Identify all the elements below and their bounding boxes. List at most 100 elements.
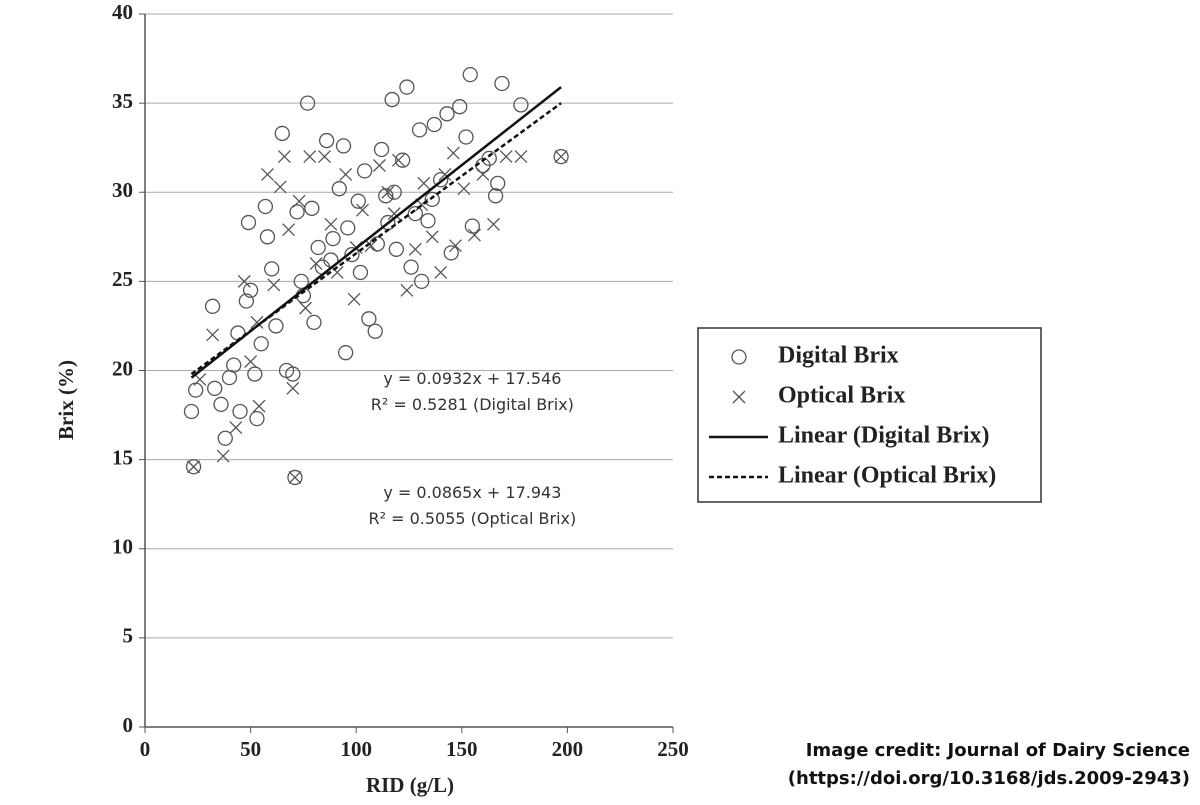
point <box>388 241 404 257</box>
point <box>226 357 242 373</box>
point <box>347 292 361 306</box>
y-tick-label: 35 <box>112 89 133 113</box>
point <box>439 106 455 122</box>
point <box>350 193 366 209</box>
point <box>426 116 442 133</box>
point <box>462 66 478 83</box>
point <box>289 204 305 220</box>
y-tick-label: 0 <box>123 713 134 737</box>
point <box>309 257 323 271</box>
point <box>399 79 415 95</box>
point <box>335 138 352 154</box>
point <box>481 150 497 167</box>
x-tick-label: 0 <box>140 737 151 761</box>
point <box>282 223 296 237</box>
point <box>259 229 276 245</box>
point <box>232 403 248 420</box>
point <box>229 421 243 434</box>
point <box>424 191 440 208</box>
legend-box <box>697 327 1042 503</box>
point <box>299 301 312 315</box>
x-tick-label: 200 <box>552 737 584 761</box>
point <box>340 220 356 236</box>
point <box>217 430 233 446</box>
point <box>369 236 385 252</box>
point <box>403 259 419 275</box>
point <box>310 239 326 256</box>
point <box>247 366 263 382</box>
point <box>287 469 303 486</box>
point <box>449 239 462 253</box>
point <box>344 246 360 263</box>
point <box>185 459 202 475</box>
annotation: y = 0.0932x + 17.546 <box>383 369 561 388</box>
point <box>487 188 504 204</box>
point <box>240 214 257 231</box>
point <box>367 323 383 339</box>
point <box>554 150 568 164</box>
legend-label: Linear (Optical Brix) <box>778 463 996 489</box>
point <box>187 460 201 474</box>
y-tick-label: 20 <box>112 356 133 380</box>
point <box>494 75 510 92</box>
point <box>433 172 449 188</box>
point <box>408 242 422 256</box>
point <box>204 298 221 314</box>
point <box>395 152 411 168</box>
point <box>264 261 280 277</box>
point <box>244 355 258 369</box>
point <box>384 91 400 108</box>
point <box>434 266 448 279</box>
legend-swatch <box>731 349 747 365</box>
credit: (https://doi.org/10.3168/jds.2009-2943) <box>788 768 1190 789</box>
point <box>457 182 471 196</box>
point <box>387 207 401 221</box>
point <box>352 264 369 281</box>
y-axis-label: Brix (%) <box>54 360 78 440</box>
y-tick-label: 15 <box>112 445 133 469</box>
point <box>330 266 344 279</box>
point <box>468 228 481 242</box>
x-tick-label: 100 <box>340 737 372 761</box>
credit: Image credit: Journal of Dairy Science <box>806 740 1190 761</box>
point <box>476 167 490 181</box>
point <box>273 180 287 194</box>
annotation: R² = 0.5281 (Digital Brix) <box>371 395 574 414</box>
point <box>490 175 506 191</box>
point <box>553 148 569 165</box>
point <box>452 99 468 115</box>
x-tick-label: 250 <box>657 737 689 761</box>
point <box>250 315 264 329</box>
point <box>267 278 281 292</box>
y-tick-label: 10 <box>112 535 133 559</box>
point <box>514 150 528 164</box>
point <box>356 163 373 179</box>
point <box>425 230 439 244</box>
point <box>414 273 430 290</box>
point <box>381 185 395 199</box>
point <box>356 203 369 217</box>
point <box>207 380 223 396</box>
point <box>257 198 274 215</box>
point <box>499 150 513 164</box>
point <box>458 129 474 145</box>
point <box>513 97 529 113</box>
point <box>261 167 274 181</box>
point <box>318 150 331 164</box>
point <box>372 159 386 172</box>
point <box>318 132 335 149</box>
x-tick-label: 50 <box>240 737 261 761</box>
point <box>378 188 394 204</box>
point <box>299 95 316 111</box>
y-tick-label: 40 <box>112 0 133 24</box>
point <box>337 345 354 361</box>
point <box>411 122 428 138</box>
point <box>391 153 405 167</box>
point <box>304 200 320 216</box>
point <box>438 167 452 181</box>
point <box>277 150 291 164</box>
point <box>213 396 229 413</box>
point <box>216 449 230 463</box>
point <box>325 230 341 247</box>
point <box>361 311 377 327</box>
